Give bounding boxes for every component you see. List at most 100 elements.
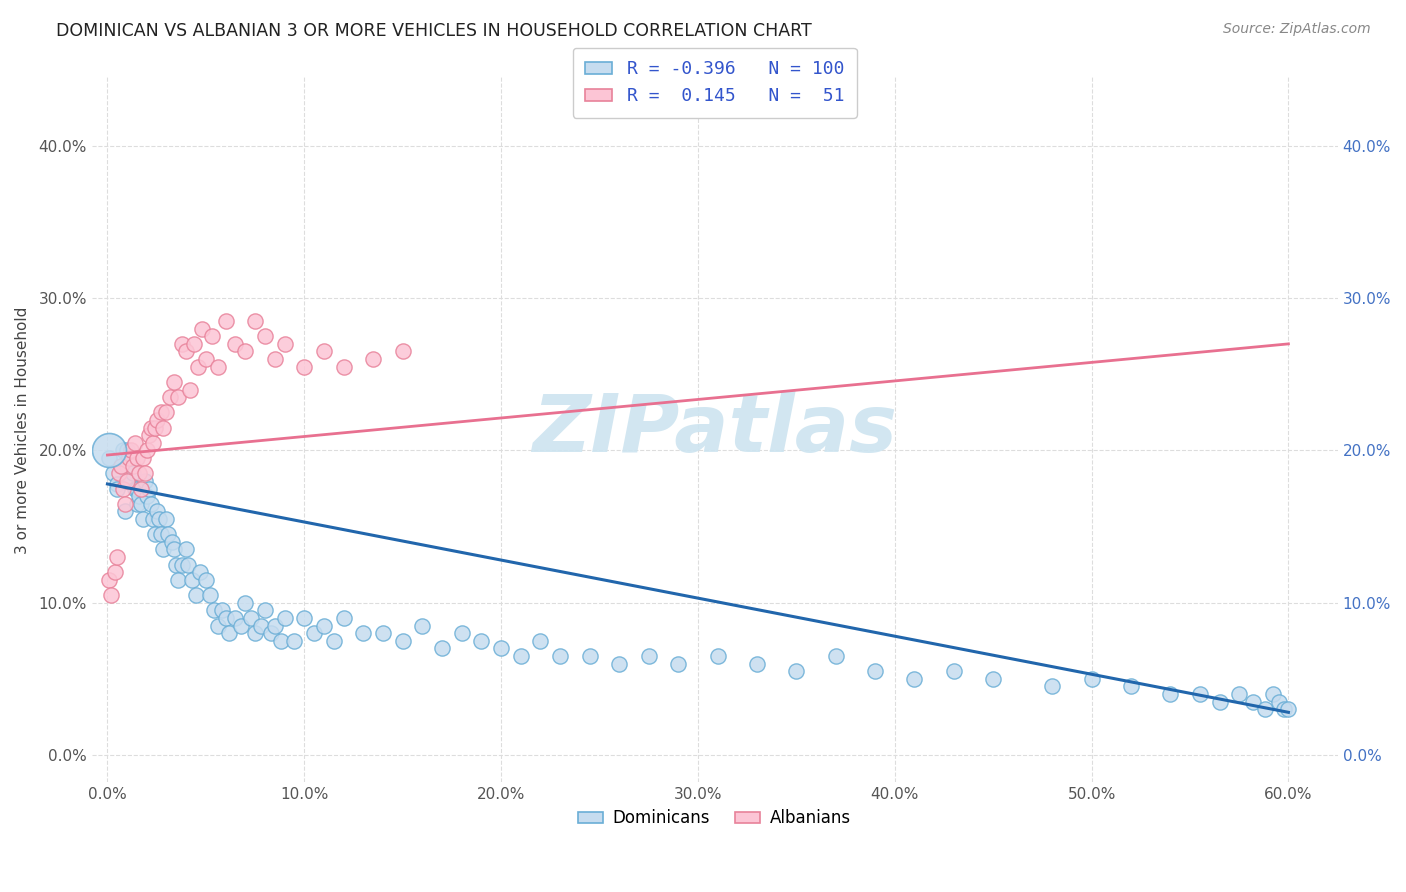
Point (450, 626, 472, 640)
Point (214, 611, 236, 625)
Point (145, 504, 167, 518)
Point (1277, 702, 1299, 716)
Point (142, 512, 165, 526)
Point (1040, 680, 1063, 694)
Point (183, 337, 205, 351)
Point (128, 467, 150, 481)
Point (1241, 695, 1264, 709)
Point (105, 549, 128, 564)
Point (138, 482, 160, 496)
Point (120, 443, 142, 458)
Legend: Dominicans, Albanians: Dominicans, Albanians (571, 803, 858, 834)
Point (129, 482, 152, 496)
Point (198, 588, 221, 602)
Point (332, 359, 354, 374)
Point (135, 489, 157, 503)
Point (132, 512, 155, 526)
Point (233, 596, 256, 610)
Point (352, 626, 374, 640)
Point (411, 618, 433, 632)
Point (224, 611, 246, 625)
Point (139, 420, 162, 434)
Point (218, 626, 240, 640)
Point (292, 359, 315, 374)
Text: DOMINICAN VS ALBANIAN 3 OR MORE VEHICLES IN HOUSEHOLD CORRELATION CHART: DOMINICAN VS ALBANIAN 3 OR MORE VEHICLES… (56, 22, 813, 40)
Point (125, 451, 148, 466)
Point (578, 648, 600, 663)
Point (745, 657, 768, 671)
Point (202, 603, 225, 617)
Point (98, 443, 121, 458)
Point (250, 618, 273, 632)
Point (489, 641, 512, 656)
Point (135, 443, 157, 458)
Point (263, 352, 285, 367)
Point (124, 435, 146, 450)
Point (98, 451, 121, 466)
Point (253, 329, 276, 343)
Point (138, 428, 160, 442)
Point (112, 443, 135, 458)
Point (143, 527, 166, 541)
Point (104, 566, 127, 580)
Point (824, 648, 846, 663)
Point (1159, 687, 1181, 701)
Point (163, 375, 186, 389)
Point (1267, 695, 1289, 709)
Point (1119, 680, 1142, 694)
Point (157, 527, 180, 541)
Point (152, 542, 174, 557)
Point (1188, 687, 1211, 701)
Point (100, 588, 122, 602)
Point (283, 633, 305, 648)
Point (149, 405, 172, 419)
Point (184, 588, 207, 602)
Point (391, 633, 413, 648)
Point (470, 633, 492, 648)
Point (179, 383, 201, 397)
Point (103, 467, 125, 481)
Point (273, 337, 295, 351)
Point (174, 542, 197, 557)
Point (142, 435, 165, 450)
Point (903, 672, 925, 686)
Point (181, 573, 204, 587)
Point (207, 359, 229, 374)
Point (361, 352, 384, 367)
Point (637, 648, 659, 663)
Point (260, 626, 283, 640)
Point (110, 458, 132, 473)
Point (115, 474, 138, 488)
Point (981, 672, 1004, 686)
Point (122, 458, 145, 473)
Point (120, 451, 142, 466)
Point (292, 611, 315, 625)
Point (145, 413, 167, 427)
Point (174, 344, 197, 359)
Point (302, 626, 325, 640)
Point (666, 657, 689, 671)
Point (187, 359, 209, 374)
Point (706, 648, 728, 663)
Point (134, 467, 156, 481)
Point (201, 329, 224, 343)
Point (263, 618, 285, 632)
Point (110, 458, 132, 473)
Point (128, 489, 150, 503)
Point (124, 482, 146, 496)
Point (152, 420, 174, 434)
Point (233, 344, 256, 359)
Point (214, 314, 236, 328)
Point (165, 558, 187, 572)
Point (371, 626, 394, 640)
Point (115, 443, 138, 458)
Point (98, 573, 121, 587)
Point (332, 611, 354, 625)
Point (105, 477, 128, 491)
Point (134, 474, 156, 488)
Point (312, 344, 335, 359)
Point (253, 603, 276, 617)
Point (1080, 672, 1102, 686)
Point (177, 558, 200, 572)
Point (115, 458, 138, 473)
